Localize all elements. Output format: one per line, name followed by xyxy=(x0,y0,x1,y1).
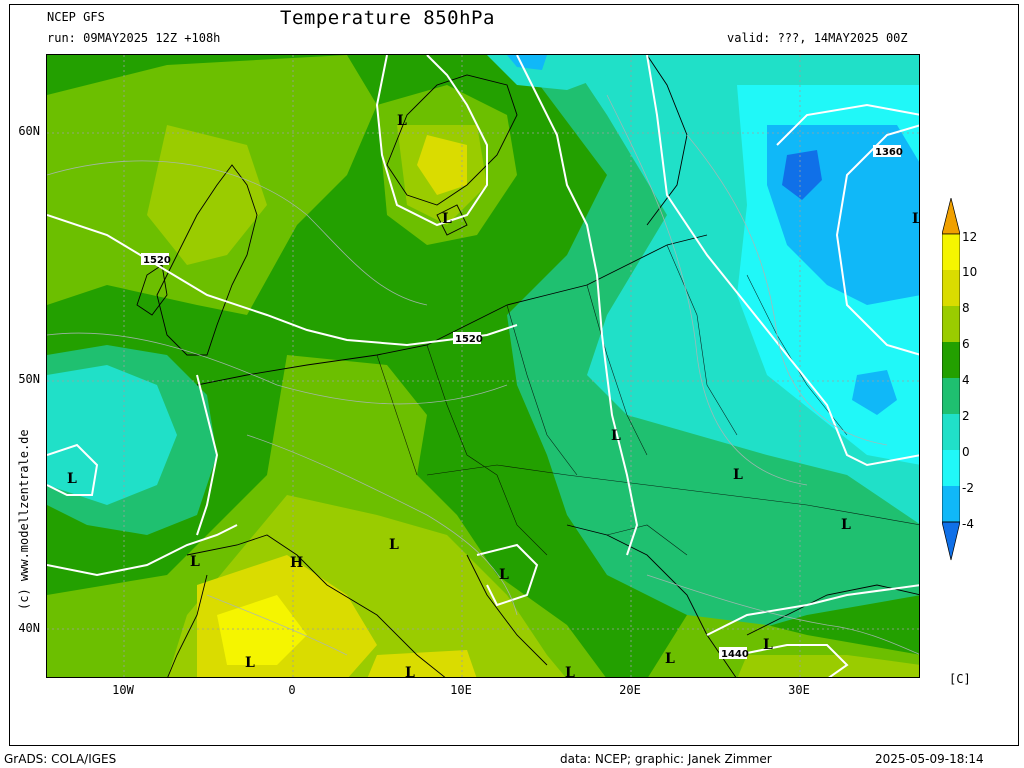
field-10-12-mediterranean xyxy=(367,650,477,677)
contour-label-1520-central: 1520 xyxy=(455,334,483,345)
low-symbol: L xyxy=(665,651,675,667)
field-8-10-anatolia xyxy=(737,655,919,677)
low-symbol: L xyxy=(67,471,77,487)
map-svg: 1520 1520 1440 1360 L L L L L L L L L L … xyxy=(47,55,920,678)
timestamp: 2025-05-09-18:14 xyxy=(875,752,984,766)
low-symbol: L xyxy=(389,537,399,553)
lat-label-60n: 60N xyxy=(18,124,40,138)
low-symbol: L xyxy=(405,665,415,678)
contour-labels: 1520 1520 1440 1360 xyxy=(141,145,903,660)
colorbar-top-arrow xyxy=(942,198,960,235)
page-title: Temperature 850hPa xyxy=(280,7,495,29)
low-symbol: L xyxy=(397,113,407,129)
grads-credit: GrADS: COLA/IGES xyxy=(4,752,117,766)
model-label: NCEP GFS xyxy=(47,10,105,24)
isotherms xyxy=(47,94,919,656)
valid-label: valid: ???, 14MAY2025 00Z xyxy=(727,31,908,45)
colorbar-tick: 4 xyxy=(962,373,970,387)
colorbar-tick: 8 xyxy=(962,301,970,315)
contour-label-1360: 1360 xyxy=(875,147,903,158)
lat-label-50n: 50N xyxy=(18,372,40,386)
colorbar-swatch-6-4 xyxy=(942,342,960,378)
lat-label-40n: 40N xyxy=(18,621,40,635)
high-symbol: H xyxy=(290,555,303,571)
lon-label-30e: 30E xyxy=(788,683,810,697)
colorbar-tick: 10 xyxy=(962,265,978,279)
low-symbol: L xyxy=(763,637,773,653)
colorbar xyxy=(942,198,960,561)
colorbar-swatch-m2-m4 xyxy=(942,486,960,522)
low-symbol: L xyxy=(565,665,575,678)
run-label: run: 09MAY2025 12Z +108h xyxy=(47,31,221,45)
unit-label: [C] xyxy=(949,672,971,686)
low-symbol: L xyxy=(499,567,509,583)
side-credit: (c) www.modellzentrale.de xyxy=(17,429,31,610)
colorbar-swatch-0-m2 xyxy=(942,450,960,486)
colorbar-tick: -4 xyxy=(962,517,974,531)
colorbar-tick: 6 xyxy=(962,337,970,351)
low-symbol: L xyxy=(912,211,920,227)
lon-label-20e: 20E xyxy=(619,683,641,697)
colorbar-tick: 0 xyxy=(962,445,970,459)
colorbar-swatch-2-0 xyxy=(942,414,960,450)
coastlines xyxy=(136,55,919,677)
low-symbol: L xyxy=(611,428,621,444)
low-symbol: L xyxy=(245,655,255,671)
contour-label-1440: 1440 xyxy=(721,649,749,660)
colorbar-tick: 12 xyxy=(962,230,978,244)
colorbar-swatch-8-6 xyxy=(942,306,960,342)
colorbar-tick: 2 xyxy=(962,409,970,423)
temperature-map: 1520 1520 1440 1360 L L L L L L L L L L … xyxy=(46,54,920,678)
pressure-symbols: L L L L L L L L L L L L L L L H xyxy=(67,113,920,678)
field-m2-north xyxy=(507,55,547,70)
lon-label-10e: 10E xyxy=(450,683,472,697)
colorbar-tick: -2 xyxy=(962,481,974,495)
field-8-10-ireland xyxy=(147,125,267,265)
chart-frame xyxy=(9,4,1019,746)
colorbar-swatch-12-10 xyxy=(942,234,960,270)
lon-label-10w: 10W xyxy=(112,683,134,697)
lon-label-0: 0 xyxy=(288,683,296,697)
low-symbol: L xyxy=(841,517,851,533)
field-below-m4 xyxy=(782,150,822,200)
contour-label-1520-west: 1520 xyxy=(143,255,171,266)
low-symbol: L xyxy=(733,467,743,483)
colorbar-swatch-4-2 xyxy=(942,378,960,414)
low-symbol: L xyxy=(442,211,452,227)
field-12-plus xyxy=(217,595,307,665)
colorbar-bottom-arrow xyxy=(942,521,960,561)
low-symbol: L xyxy=(190,554,200,570)
field-0-2-west xyxy=(47,365,177,505)
data-credit: data: NCEP; graphic: Janek Zimmer xyxy=(560,752,772,766)
field-10-12-denmark xyxy=(417,135,467,195)
geopotential-contours xyxy=(47,55,919,677)
colorbar-swatch-10-8 xyxy=(942,270,960,306)
